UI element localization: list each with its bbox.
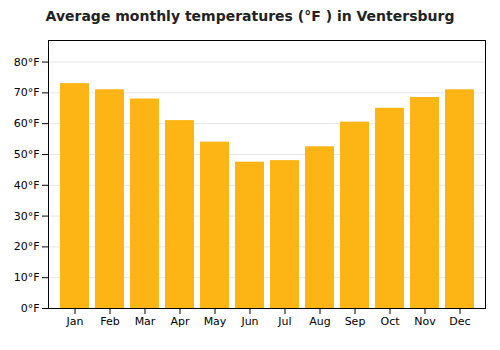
svg-text:Nov: Nov [414,315,436,328]
svg-text:70°F: 70°F [14,86,40,99]
svg-text:Aug: Aug [309,315,330,328]
html-text:Average monthly temperatures (: Average monthly temperatures (°F ) in Ve… [45,8,455,24]
svg-text:Dec: Dec [449,315,470,328]
svg-text:0°F: 0°F [21,302,40,315]
svg-text:30°F: 30°F [14,210,40,223]
svg-text:Apr: Apr [170,315,190,328]
svg-text:40°F: 40°F [14,179,40,192]
svg-text:60°F: 60°F [14,117,40,130]
svg-text:Sep: Sep [345,315,366,328]
svg-text:Oct: Oct [380,315,400,328]
svg-text:50°F: 50°F [14,148,40,161]
svg-text:Jan: Jan [66,315,84,328]
svg-text:Feb: Feb [100,315,119,328]
svg-text:20°F: 20°F [14,240,40,253]
svg-text:Jun: Jun [240,315,258,328]
svg-text:Mar: Mar [135,315,156,328]
svg-text:Jul: Jul [277,315,291,328]
svg-text:May: May [204,315,227,328]
svg-text:10°F: 10°F [14,271,40,284]
svg-text:80°F: 80°F [14,56,40,69]
